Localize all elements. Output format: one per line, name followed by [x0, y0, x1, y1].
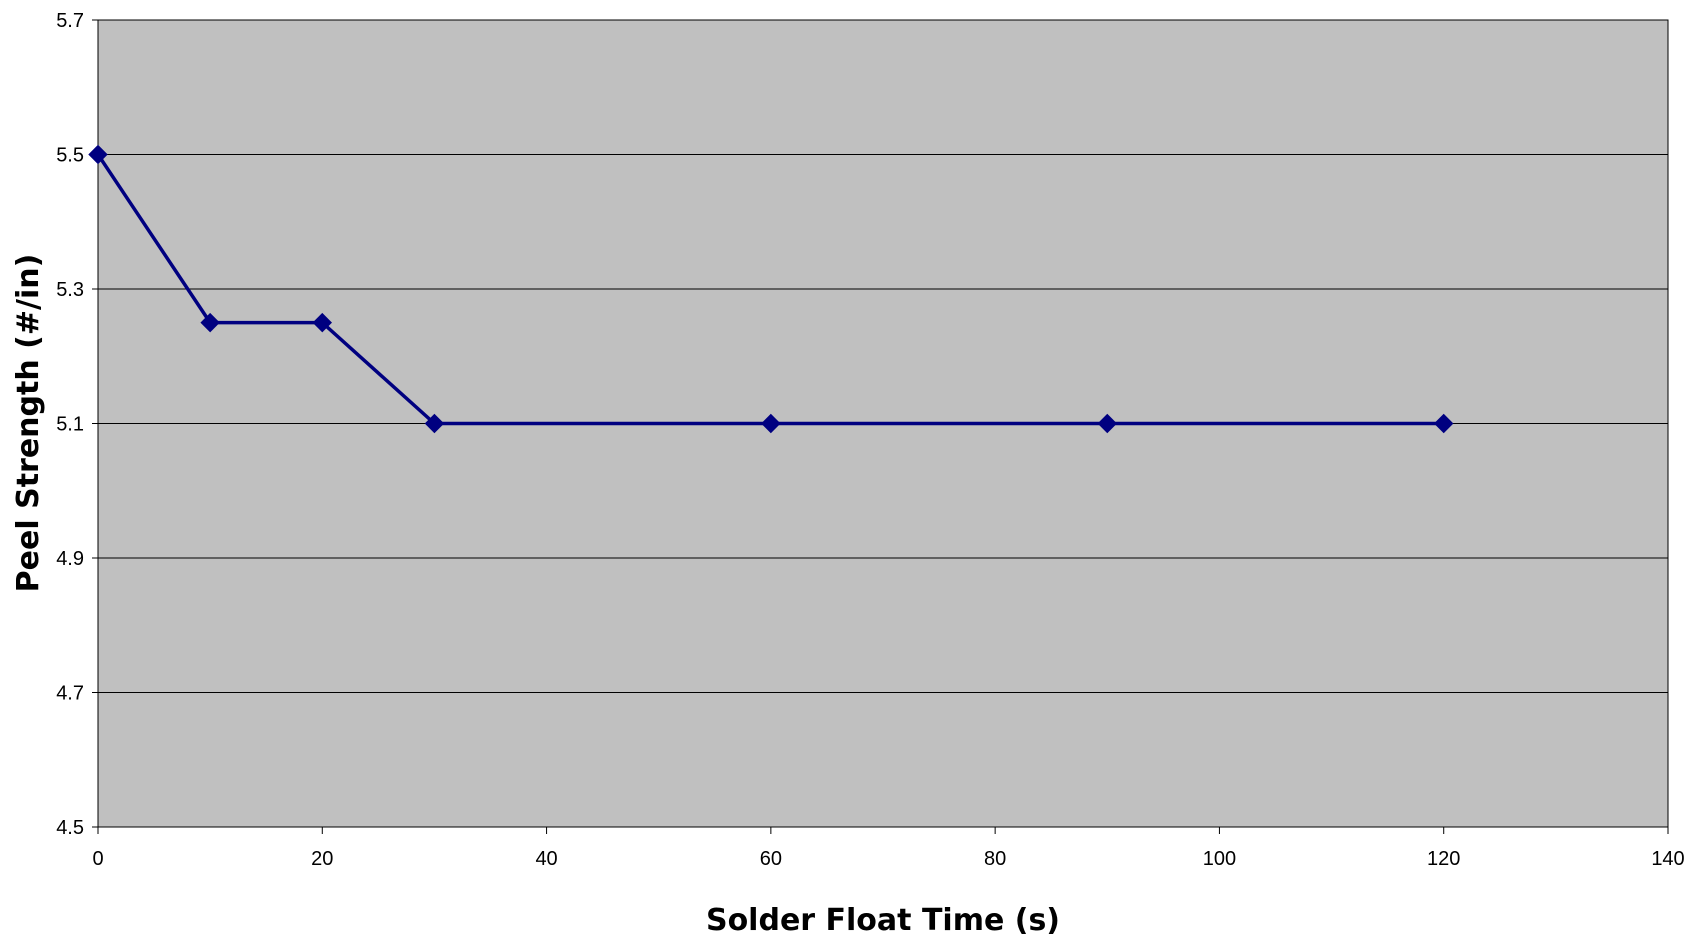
x-tick-label: 0	[92, 848, 103, 870]
data-point-marker	[424, 413, 445, 434]
series-group	[88, 144, 1454, 434]
x-tick-label: 60	[760, 848, 782, 870]
gridlines	[98, 19, 1668, 693]
y-tick-label: 5.7	[56, 10, 84, 32]
y-tick-label: 4.7	[56, 683, 84, 705]
data-point-marker	[200, 312, 220, 333]
data-point-marker	[312, 312, 332, 333]
x-axis-title: Solder Float Time (s)	[706, 903, 1060, 938]
y-tick-label: 5.5	[56, 145, 84, 167]
data-point-marker	[1434, 413, 1454, 434]
y-tick-label: 5.3	[56, 279, 84, 301]
x-tick-label: 120	[1427, 848, 1460, 870]
x-tick-label: 80	[984, 848, 1006, 870]
y-tick-label: 4.9	[56, 548, 84, 570]
x-tick-labels: 0 20 40 60 80 100 120 140	[92, 848, 1684, 870]
x-tick-label: 20	[311, 848, 333, 870]
x-tick-label: 40	[535, 848, 557, 870]
y-axis-title: Peel Strength (#/in)	[11, 254, 46, 593]
data-point-marker	[1097, 413, 1117, 434]
y-tick-label: 4.5	[56, 817, 84, 839]
x-tick-label: 100	[1203, 848, 1236, 870]
data-point-marker	[88, 144, 108, 165]
y-tick-label: 5.1	[56, 414, 84, 436]
data-point-marker	[761, 413, 781, 434]
x-tick-label: 140	[1651, 848, 1684, 870]
y-tick-labels: 4.5 4.7 4.9 5.1 5.3 5.5 5.7	[56, 10, 84, 839]
